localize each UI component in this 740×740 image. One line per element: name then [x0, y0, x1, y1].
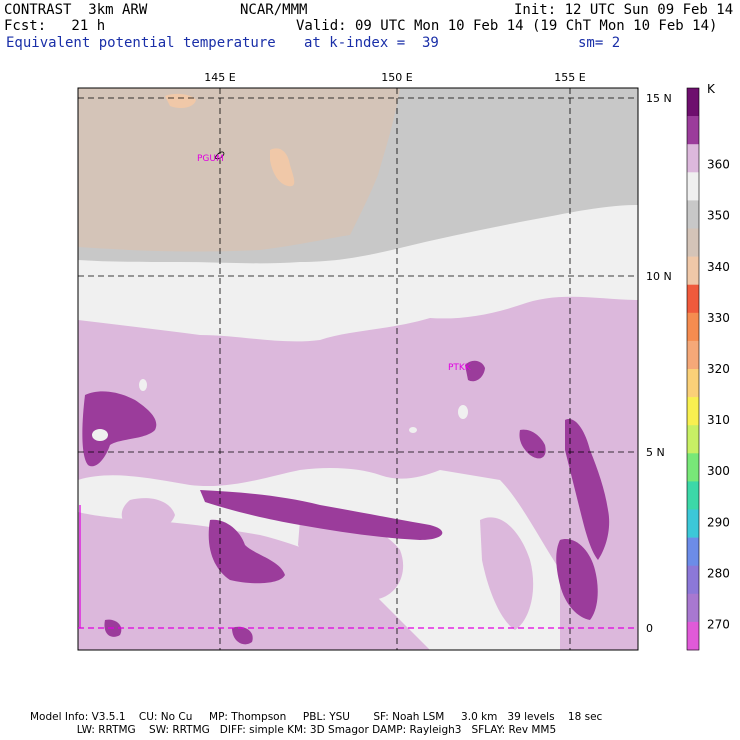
- field-365-blob: [82, 391, 157, 467]
- field-365-blob: [200, 490, 443, 540]
- field-360-patch: [121, 498, 175, 532]
- colorbar-swatch: [687, 172, 699, 201]
- station-label: PTKK: [448, 363, 472, 373]
- colorbar-label: 350: [707, 209, 730, 223]
- colorbar-label: 330: [707, 311, 730, 325]
- lat-label: 15 N: [646, 92, 672, 105]
- colorbar-label: 340: [707, 260, 730, 274]
- colorbar-label: 310: [707, 413, 730, 427]
- field-345-band: [78, 88, 400, 252]
- field-360-patch: [480, 517, 534, 630]
- colorbar-swatch: [687, 481, 699, 510]
- field-340-blob: [270, 148, 295, 187]
- field-365-blob: [465, 360, 485, 382]
- lat-label: 5 N: [646, 446, 665, 459]
- colorbar-swatch: [687, 340, 699, 370]
- colorbar-swatch: [687, 256, 699, 285]
- smoothing-label: sm= 2: [578, 35, 621, 51]
- field-355-patch: [78, 467, 560, 650]
- field-355-island: [139, 379, 147, 391]
- lon-label: 145 E: [204, 71, 235, 84]
- colorbar-label: 290: [707, 515, 730, 529]
- colorbar-label: 300: [707, 464, 730, 478]
- colorbar-swatch: [687, 369, 699, 398]
- lat-lon-grid: [78, 88, 638, 650]
- level-label: at k-index = 39: [304, 35, 439, 51]
- valid-time: Valid: 09 UTC Mon 10 Feb 14 (19 ChT Mon …: [296, 18, 718, 34]
- colorbar-label: 360: [707, 158, 730, 172]
- map-frame: [77, 87, 639, 651]
- field-365-blob: [556, 539, 598, 620]
- guam-coastline: [214, 151, 225, 160]
- field-355-island: [92, 429, 108, 441]
- colorbar-swatch: [687, 565, 699, 595]
- colorbar-label: 270: [707, 618, 730, 632]
- model-info-line1: Model Info: V3.5.1 CU: No Cu MP: Thompso…: [30, 711, 603, 723]
- model-info-line2: LW: RRTMG SW: RRTMG DIFF: simple KM: 3D …: [30, 724, 557, 736]
- colorbar-swatch: [687, 453, 699, 482]
- colorbar-unit: K: [707, 82, 715, 96]
- lat-label: 10 N: [646, 270, 672, 283]
- colorbar-swatch: [687, 200, 699, 229]
- field-340-blob: [165, 93, 196, 108]
- colorbar-swatch: [687, 397, 699, 426]
- lon-label: 155 E: [554, 71, 585, 84]
- field-355-island: [458, 405, 468, 419]
- field-365-blob: [232, 626, 253, 645]
- lat-label: 0: [646, 622, 653, 635]
- colorbar-swatch: [687, 425, 699, 454]
- init-time: Init: 12 UTC Sun 09 Feb 14: [514, 2, 734, 18]
- colorbar-swatch: [687, 537, 699, 566]
- colorbar-frame: [686, 87, 700, 651]
- model-title: CONTRAST 3km ARW: [4, 2, 148, 18]
- theta-e-field: [78, 88, 638, 650]
- colorbar-label: 280: [707, 566, 730, 580]
- colorbar-swatch: [687, 116, 699, 145]
- colorbar-swatch: [687, 284, 699, 314]
- org-label: NCAR/MMM: [240, 2, 308, 18]
- field-355-island: [409, 427, 417, 433]
- colorbar-label: 320: [707, 362, 730, 376]
- lon-label: 150 E: [381, 71, 412, 84]
- colorbar-swatch: [687, 228, 699, 257]
- colorbar-swatch: [687, 88, 699, 117]
- colorbar-swatch: [687, 509, 699, 538]
- colorbar-swatch: [687, 144, 699, 173]
- field-365-blob: [565, 419, 610, 560]
- field-360-patch: [298, 517, 404, 600]
- field-name: Equivalent potential temperature: [6, 35, 276, 51]
- forecast-hour: Fcst: 21 h: [4, 18, 106, 34]
- colorbar-swatch: [687, 621, 699, 651]
- field-365-blob: [519, 429, 546, 459]
- field-365-blob: [208, 519, 285, 584]
- station-label: PGUM: [197, 154, 224, 164]
- colorbar: 360 350 340 330 320 310 300 290 280 270: [686, 87, 730, 651]
- colorbar-swatch: [687, 593, 699, 623]
- colorbar-swatch: [687, 312, 699, 342]
